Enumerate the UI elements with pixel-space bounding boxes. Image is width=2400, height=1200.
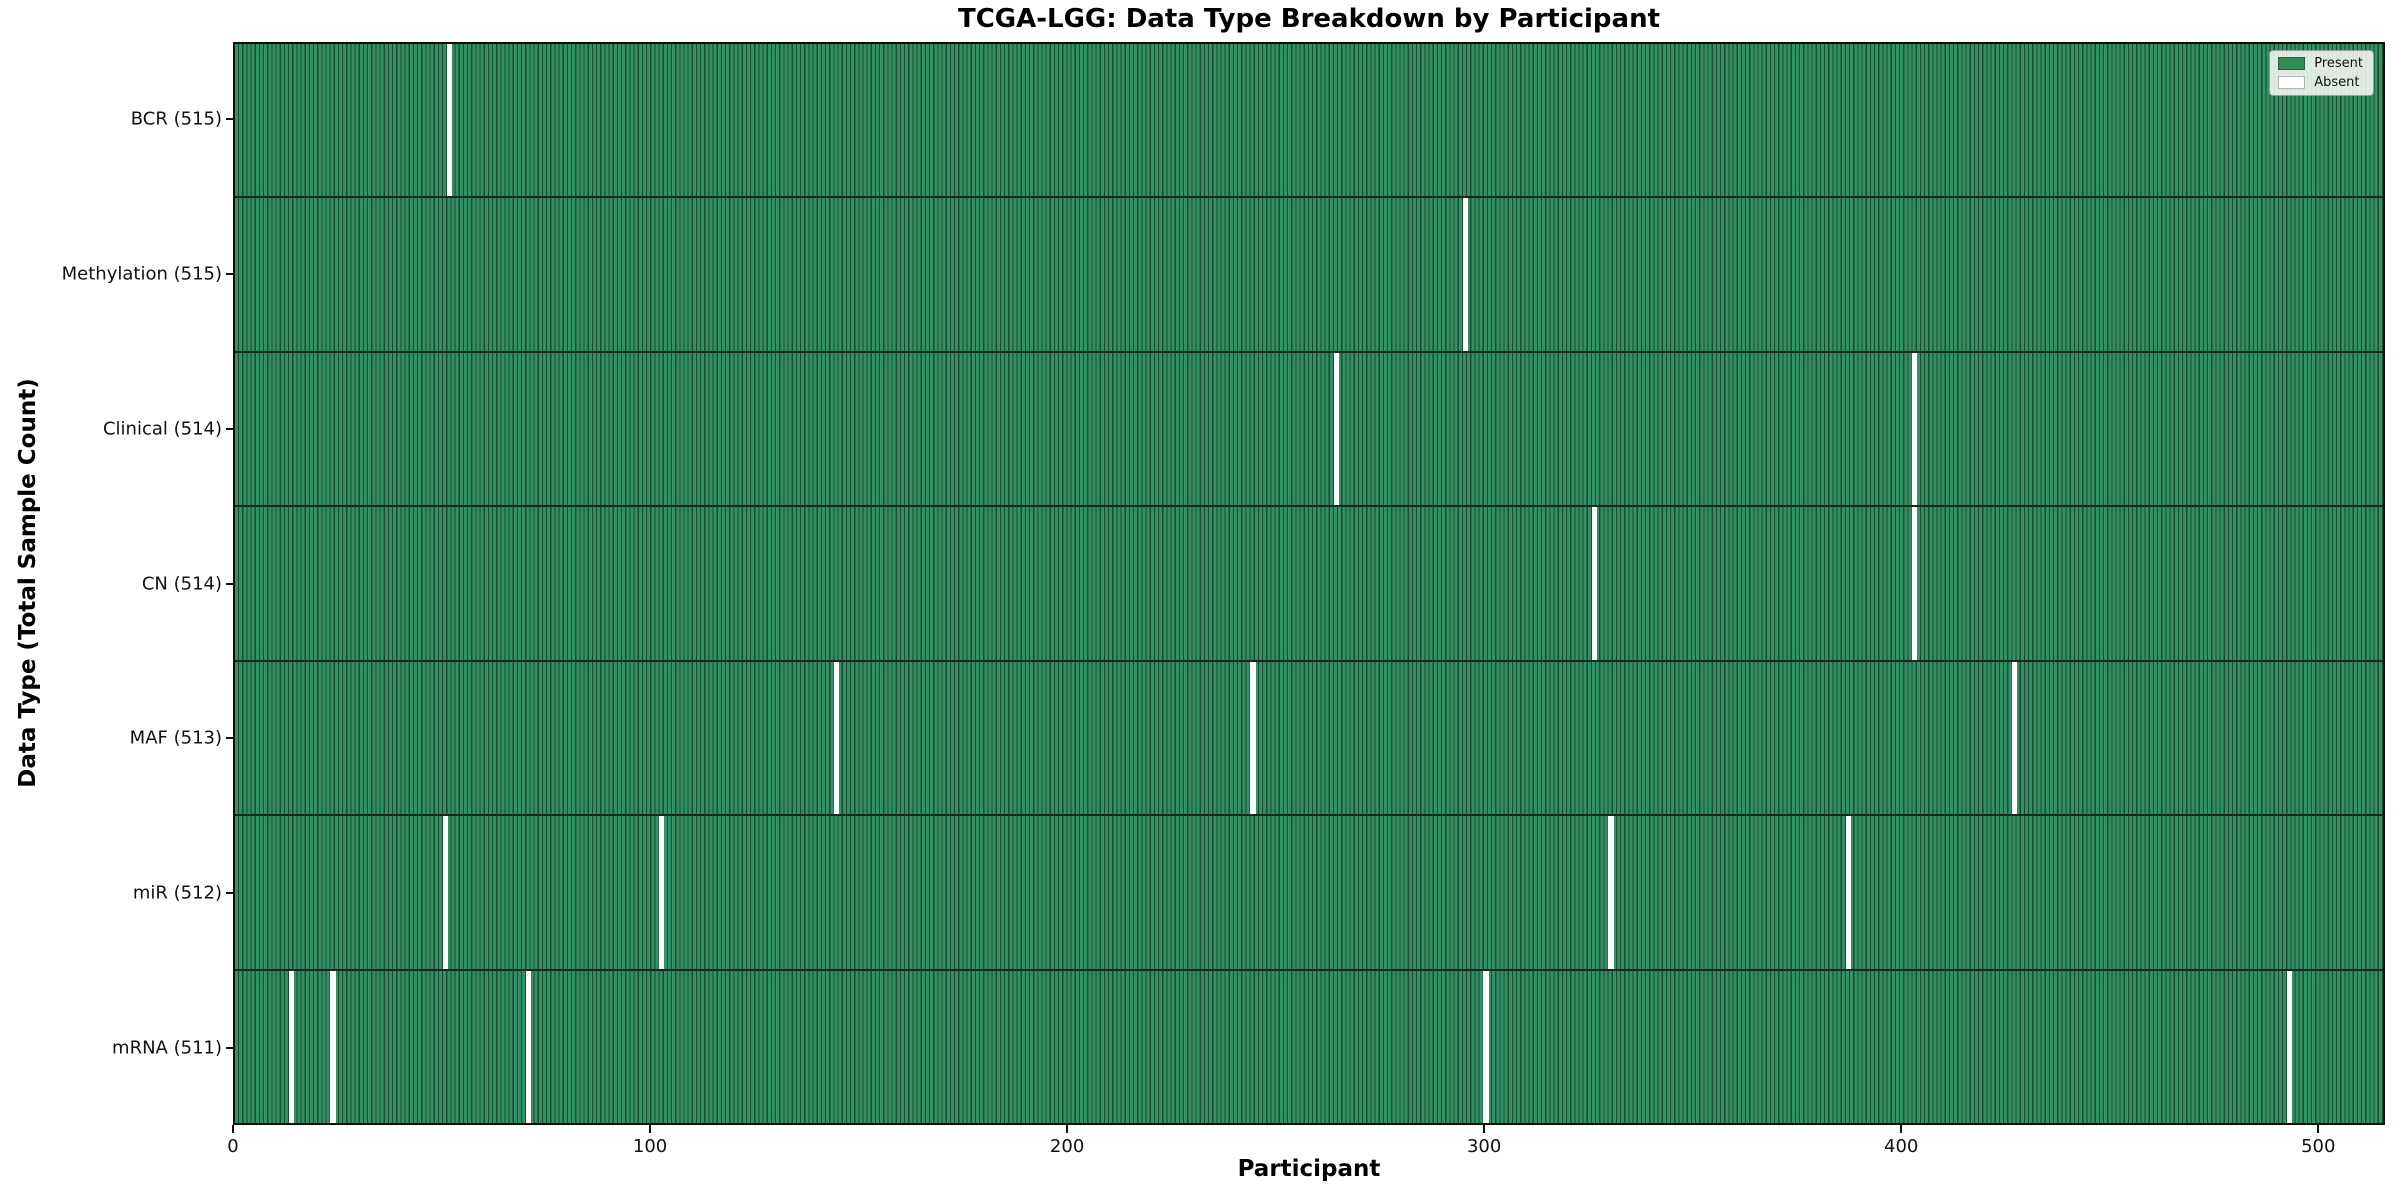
x-tick-mark xyxy=(649,1125,652,1133)
absent-gap xyxy=(525,970,532,1123)
y-tick-label: miR (512) xyxy=(132,882,222,904)
y-tick-label: Methylation (515) xyxy=(61,263,222,285)
x-tick-mark xyxy=(232,1125,234,1133)
x-tick-label: 400 xyxy=(1884,1136,1919,1157)
x-tick-label: 500 xyxy=(2301,1136,2336,1157)
absent-gap xyxy=(1912,507,1918,660)
x-tick-mark xyxy=(1483,1125,1486,1133)
x-tick-mark xyxy=(1066,1125,1069,1133)
x-tick-label: 100 xyxy=(632,1136,668,1157)
y-tick-mark xyxy=(226,737,233,740)
x-tick-marks xyxy=(232,1125,2385,1133)
legend: Present Absent xyxy=(2269,50,2374,96)
legend-item-present: Present xyxy=(2278,57,2363,70)
absent-gap xyxy=(1483,970,1489,1123)
x-tick-label: 200 xyxy=(1049,1136,1085,1157)
absent-gap xyxy=(1608,816,1614,969)
chart-title: TCGA-LGG: Data Type Breakdown by Partici… xyxy=(957,4,1661,34)
heatmap-row-Methylation xyxy=(235,198,2383,353)
absent-gap xyxy=(2012,661,2018,815)
absent-gap xyxy=(1333,352,1339,506)
y-tick-mark xyxy=(226,273,233,276)
x-tick-label: 300 xyxy=(1466,1136,1502,1157)
legend-swatch-present xyxy=(2278,57,2306,70)
y-tick-mark xyxy=(226,118,233,121)
heatmap-row-MAF xyxy=(235,661,2383,817)
absent-gap xyxy=(1462,198,1468,351)
absent-gap xyxy=(1912,352,1918,506)
heatmap-row-CN xyxy=(235,507,2383,662)
absent-gap xyxy=(446,44,453,197)
absent-gap xyxy=(1591,507,1597,660)
y-tick-label: CN (514) xyxy=(141,573,222,594)
y-tick-mark xyxy=(226,582,233,585)
x-tick-mark xyxy=(2317,1125,2320,1133)
x-axis-label: Participant xyxy=(1237,1156,1381,1182)
plot-rows xyxy=(235,44,2383,1123)
absent-gap xyxy=(659,816,665,969)
heatmap-row-miR xyxy=(235,816,2383,971)
y-tick-label: Clinical (514) xyxy=(102,418,222,440)
legend-label: Absent xyxy=(2314,75,2360,90)
legend-swatch-absent xyxy=(2278,76,2306,89)
y-tick-mark xyxy=(226,427,233,430)
heatmap-row-mRNA xyxy=(235,970,2383,1123)
y-tick-mark xyxy=(226,1046,233,1049)
absent-gap xyxy=(1250,661,1256,815)
heatmap-row-BCR xyxy=(235,44,2383,199)
y-tick-label: BCR (515) xyxy=(130,108,222,130)
absent-gap xyxy=(288,970,294,1123)
legend-label: Present xyxy=(2314,56,2363,71)
heatmap-row-Clinical xyxy=(235,352,2383,508)
y-tick-label: MAF (513) xyxy=(129,727,222,749)
y-tick-marks xyxy=(226,42,233,1125)
absent-gap xyxy=(2286,970,2293,1123)
x-tick-labels: 0 100 200 300 400 500 xyxy=(227,1136,2385,1158)
x-tick-label: 0 xyxy=(227,1136,239,1157)
plot-area: Present Absent xyxy=(233,42,2385,1125)
legend-item-absent: Absent xyxy=(2278,76,2363,89)
y-tick-label: mRNA (511) xyxy=(112,1037,222,1059)
absent-gap xyxy=(330,970,336,1123)
absent-gap xyxy=(442,816,448,969)
y-tick-labels: BCR (515) Methylation (515) Clinical (514)… xyxy=(0,42,222,1125)
absent-gap xyxy=(1845,816,1851,969)
absent-gap xyxy=(834,661,840,815)
x-tick-mark xyxy=(1900,1125,1903,1133)
y-tick-mark xyxy=(226,891,233,894)
